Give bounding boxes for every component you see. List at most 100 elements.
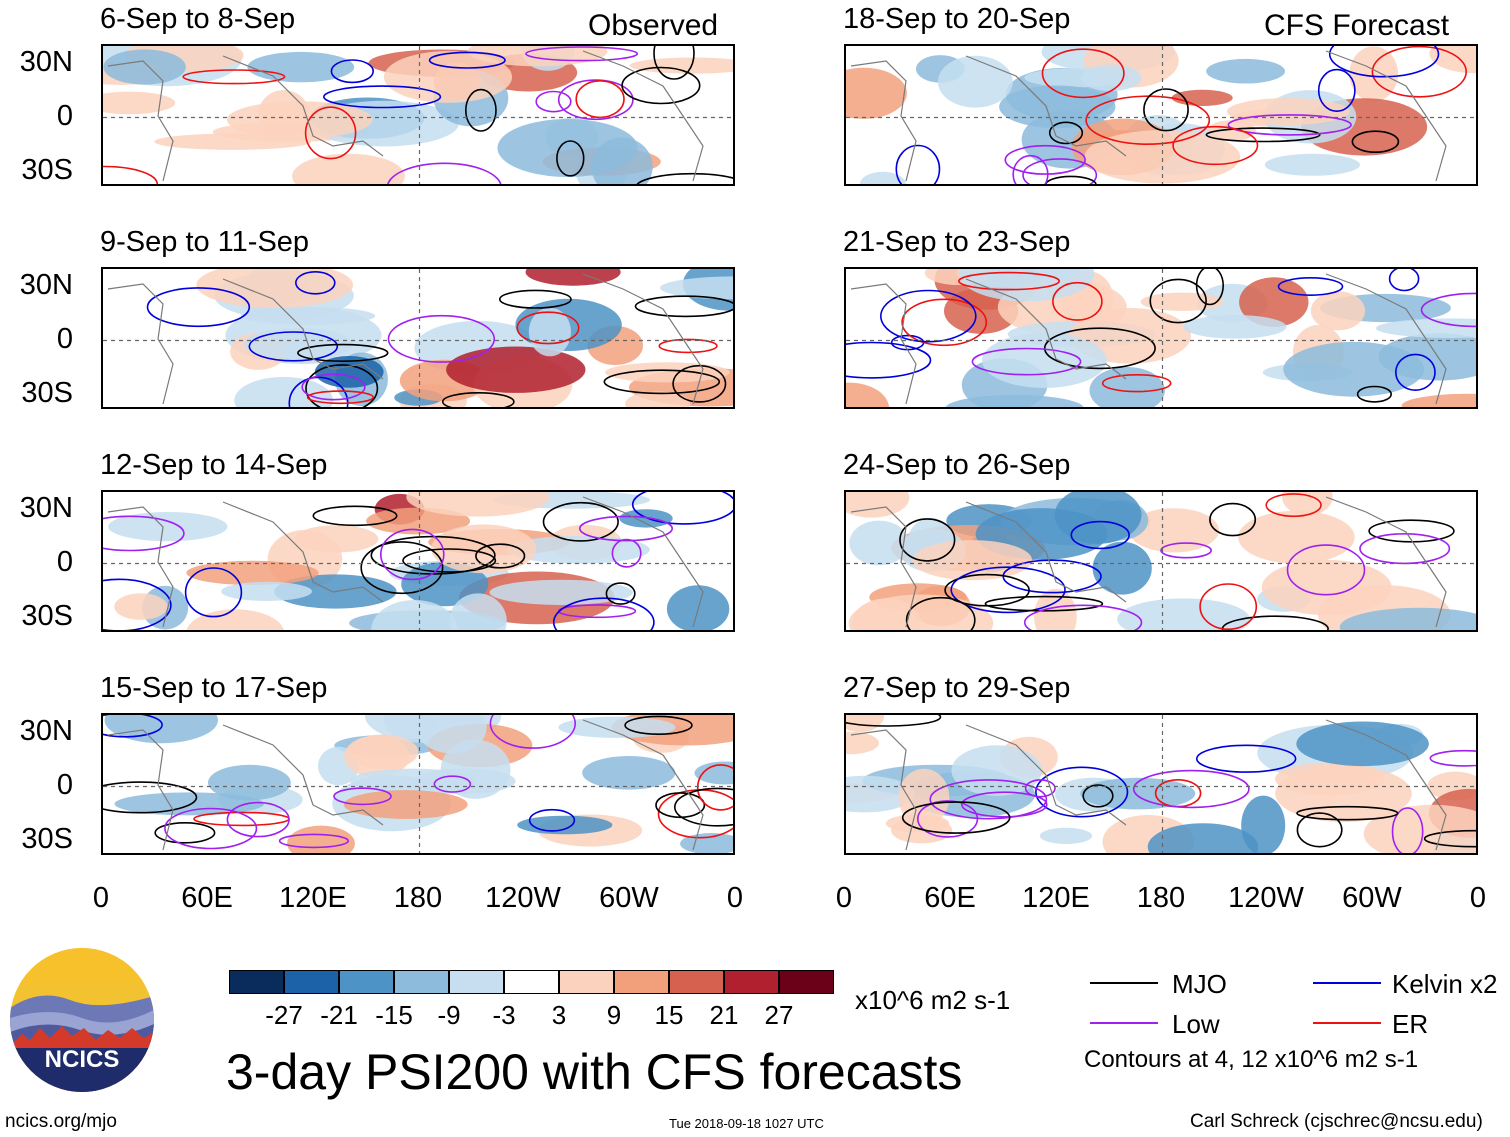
kelvin-contour [330,59,375,84]
positive-anomaly [1128,508,1219,553]
er-contour [658,338,718,354]
mjo-contour [846,715,942,727]
mjo-contour [305,364,379,407]
ylabel-eq: 0 [56,100,73,132]
mjo-contour [103,781,198,814]
mjo-contour [674,787,733,827]
kelvin-contour [1277,277,1344,296]
mjo-contour [1048,121,1084,145]
panel-title-7: 24-Sep to 26-Sep [843,449,1071,481]
negative-anomaly [937,55,1013,108]
mjo-contour [984,595,1104,612]
kelvin-contour [895,144,941,184]
panel-title-5: 18-Sep to 20-Sep [843,3,1071,35]
low-contour [961,791,1048,818]
xlabel-120e: 120E [279,882,347,914]
positive-anomaly [1310,291,1366,331]
mjo-contour [1423,829,1476,848]
positive-anomaly [846,67,907,119]
ylabel-30n: 30N [19,715,73,747]
ncics-logo[interactable]: NCICS [10,948,154,1092]
negative-anomaly [959,269,1095,302]
mjo-contour [1368,519,1455,543]
mjo-contour [605,582,636,605]
positive-anomaly [1401,393,1476,407]
low-contour [1132,769,1250,809]
positive-anomaly [1282,492,1333,516]
legend-low-line [1090,1022,1158,1024]
negative-anomaly [951,745,1042,796]
map-canvas [846,715,1476,853]
mjo-contour [542,501,619,542]
low-contour [387,162,502,184]
low-contour [1420,292,1476,328]
ylabel-30s: 30S [21,154,73,186]
legend-kelvin-line [1313,982,1381,984]
kelvin-contour [528,808,576,832]
low-contour [103,515,185,552]
colorbar-bin [724,970,779,994]
positive-anomaly [1084,130,1241,184]
xlabel-0: 0 [92,882,110,914]
mjo-contour [1082,784,1114,808]
positive-anomaly [1239,277,1309,327]
xlabel-120e: 120E [1022,882,1090,914]
low-contour [535,90,572,113]
ylabel-30n: 30N [19,46,73,78]
logo-text: NCICS [44,1046,120,1073]
colorbar-bin [669,970,724,994]
negative-anomaly [1117,598,1250,630]
mjo-contour [1149,278,1207,324]
colorbar-tick: -9 [437,1000,461,1030]
footer-credit: Carl Schreck (cjschrec@ncsu.edu) [1190,1111,1483,1132]
kelvin-contour [1317,68,1356,113]
low-contour [929,779,1048,820]
legend-kelvin-label: Kelvin x2 [1392,969,1498,999]
colorbar-tick: -21 [320,1000,358,1030]
positive-anomaly [852,598,921,630]
mjo-contour [464,88,497,132]
colorbar-tick: 15 [654,1000,684,1030]
coastline [107,496,704,628]
panel-title-6: 21-Sep to 23-Sep [843,226,1071,258]
kelvin-contour [428,51,506,69]
kelvin-contour [103,715,163,738]
colorbar-bin [504,970,559,994]
positive-anomaly [446,346,586,393]
mjo-contour [1045,175,1097,184]
positive-anomaly [186,560,319,585]
footer-url[interactable]: ncics.org/mjo [5,1111,117,1132]
mjo-contour [498,289,572,309]
positive-anomaly [1171,89,1233,106]
panel-title-8: 27-Sep to 29-Sep [843,672,1071,704]
low-contour [301,373,366,401]
negative-anomaly [208,764,291,801]
negative-anomaly [1080,777,1196,810]
mjo-contour [672,364,727,403]
er-contour [1041,48,1125,99]
map-panel-2 [101,267,735,409]
xlabel-0-end: 0 [726,882,744,914]
negative-anomaly [1375,318,1476,338]
legend-er-label: ER [1392,1009,1429,1039]
ylabel-eq: 0 [56,769,73,801]
observed-label: Observed [588,9,719,42]
panel-title-2: 9-Sep to 11-Sep [100,226,310,258]
kelvin-contour [552,597,655,630]
er-contour [1199,583,1258,630]
er-contour [1265,493,1322,518]
low-contour [971,347,1082,376]
positive-anomaly [912,540,1033,581]
mjo-contour [475,543,526,569]
colorbar-tick: -15 [375,1000,413,1030]
negative-anomaly [221,581,312,601]
map-canvas [103,46,733,184]
mjo-contour [556,140,585,177]
negative-anomaly [1264,153,1360,176]
xlabel-60w: 60W [599,882,659,914]
mjo-contour [603,369,721,395]
negative-anomaly [440,739,511,799]
negative-anomaly [660,276,733,300]
negative-anomaly [846,775,915,813]
low-contour [1024,779,1056,798]
